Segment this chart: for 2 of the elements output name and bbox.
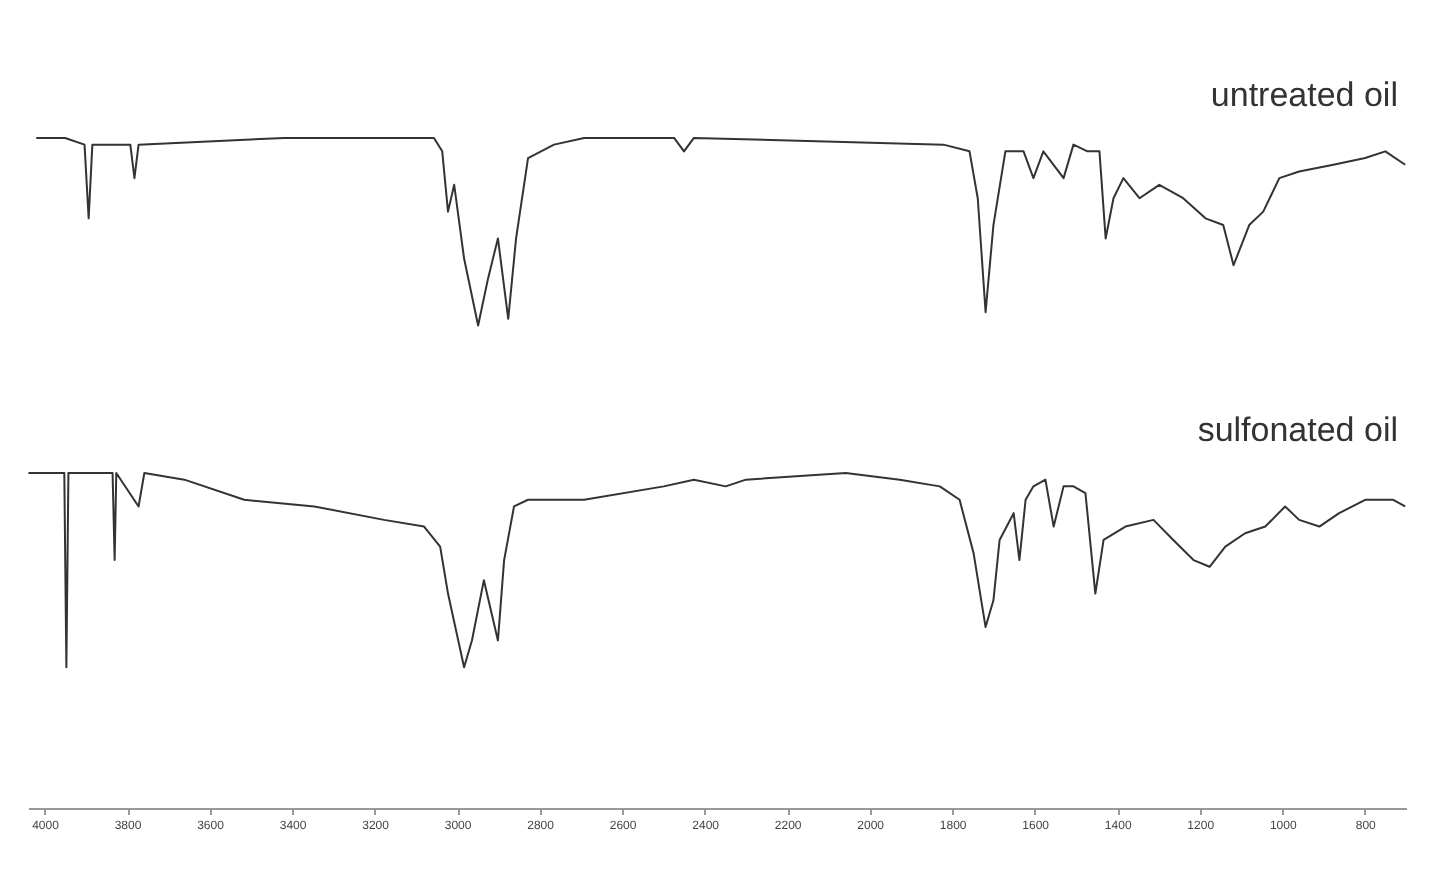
series-label: untreated oil [1210, 75, 1398, 114]
series-label: sulfonated oil [1197, 410, 1398, 449]
